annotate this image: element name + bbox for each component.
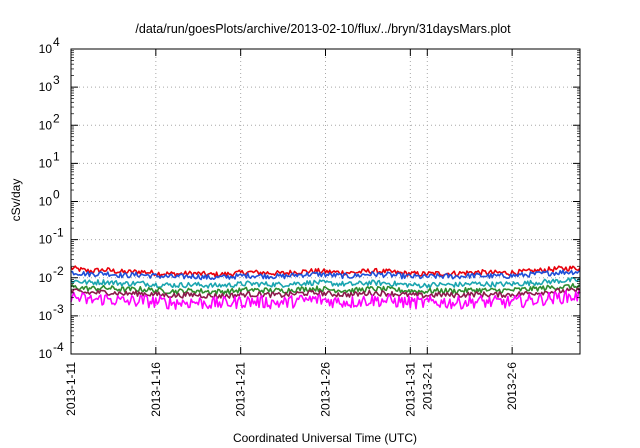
series-layer xyxy=(70,265,581,310)
y-tick-label: 10 -4 xyxy=(39,340,64,361)
x-tick-label: 2013-1-16 xyxy=(149,362,163,417)
x-tick-labels: 2013-1-11 2013-1-16 2013-1-21 2013-1-26 2013… xyxy=(64,362,519,417)
y-tick-exponent: 1 xyxy=(53,149,60,163)
y-tick-base: 10 xyxy=(39,80,53,94)
y-tick-exponent: -1 xyxy=(53,226,64,240)
y-tick-base: 10 xyxy=(39,271,53,285)
y-tick-base: 10 xyxy=(39,309,53,323)
chart-title: /data/run/goesPlots/archive/2013-02-10/f… xyxy=(135,22,511,36)
series-line xyxy=(70,287,581,299)
x-tick-label: 2013-2-1 xyxy=(420,362,434,410)
x-axis-label: Coordinated Universal Time (UTC) xyxy=(233,431,417,445)
x-tick-label: 2013-2-6 xyxy=(505,362,519,410)
y-tick-label: 10 -2 xyxy=(39,264,64,285)
series-line xyxy=(70,277,581,289)
y-tick-exponent: 0 xyxy=(53,188,60,202)
x-tick-label: 2013-1-11 xyxy=(64,362,78,416)
y-axis-label: cSv/day xyxy=(9,179,23,222)
series-line xyxy=(70,289,581,310)
y-tick-label: 10 0 xyxy=(39,188,60,209)
axis-ticks xyxy=(70,48,580,355)
series-line xyxy=(70,269,581,281)
y-tick-base: 10 xyxy=(39,347,53,361)
y-tick-label: 10 -3 xyxy=(39,302,64,323)
y-tick-exponent: 3 xyxy=(53,73,60,87)
x-tick-label: 2013-1-26 xyxy=(319,362,333,417)
series-line xyxy=(70,283,581,295)
x-tick-label: 2013-1-31 xyxy=(403,362,417,417)
y-tick-base: 10 xyxy=(39,42,53,56)
x-tick-label: 2013-1-21 xyxy=(234,362,248,417)
y-tick-label: 10 1 xyxy=(39,149,60,170)
y-tick-exponent: 2 xyxy=(53,111,60,125)
y-tick-label: 10 -1 xyxy=(39,226,64,247)
y-tick-base: 10 xyxy=(39,156,53,170)
y-tick-label: 10 4 xyxy=(39,35,60,56)
y-tick-label: 10 3 xyxy=(39,73,60,94)
y-tick-exponent: 4 xyxy=(53,35,60,49)
y-tick-exponent: -4 xyxy=(53,340,64,354)
y-tick-exponent: -3 xyxy=(53,302,64,316)
grid xyxy=(71,49,580,354)
y-tick-base: 10 xyxy=(39,233,53,247)
y-tick-exponent: -2 xyxy=(53,264,64,278)
y-tick-label: 10 2 xyxy=(39,111,60,132)
y-tick-base: 10 xyxy=(39,118,53,132)
y-tick-base: 10 xyxy=(39,195,53,209)
